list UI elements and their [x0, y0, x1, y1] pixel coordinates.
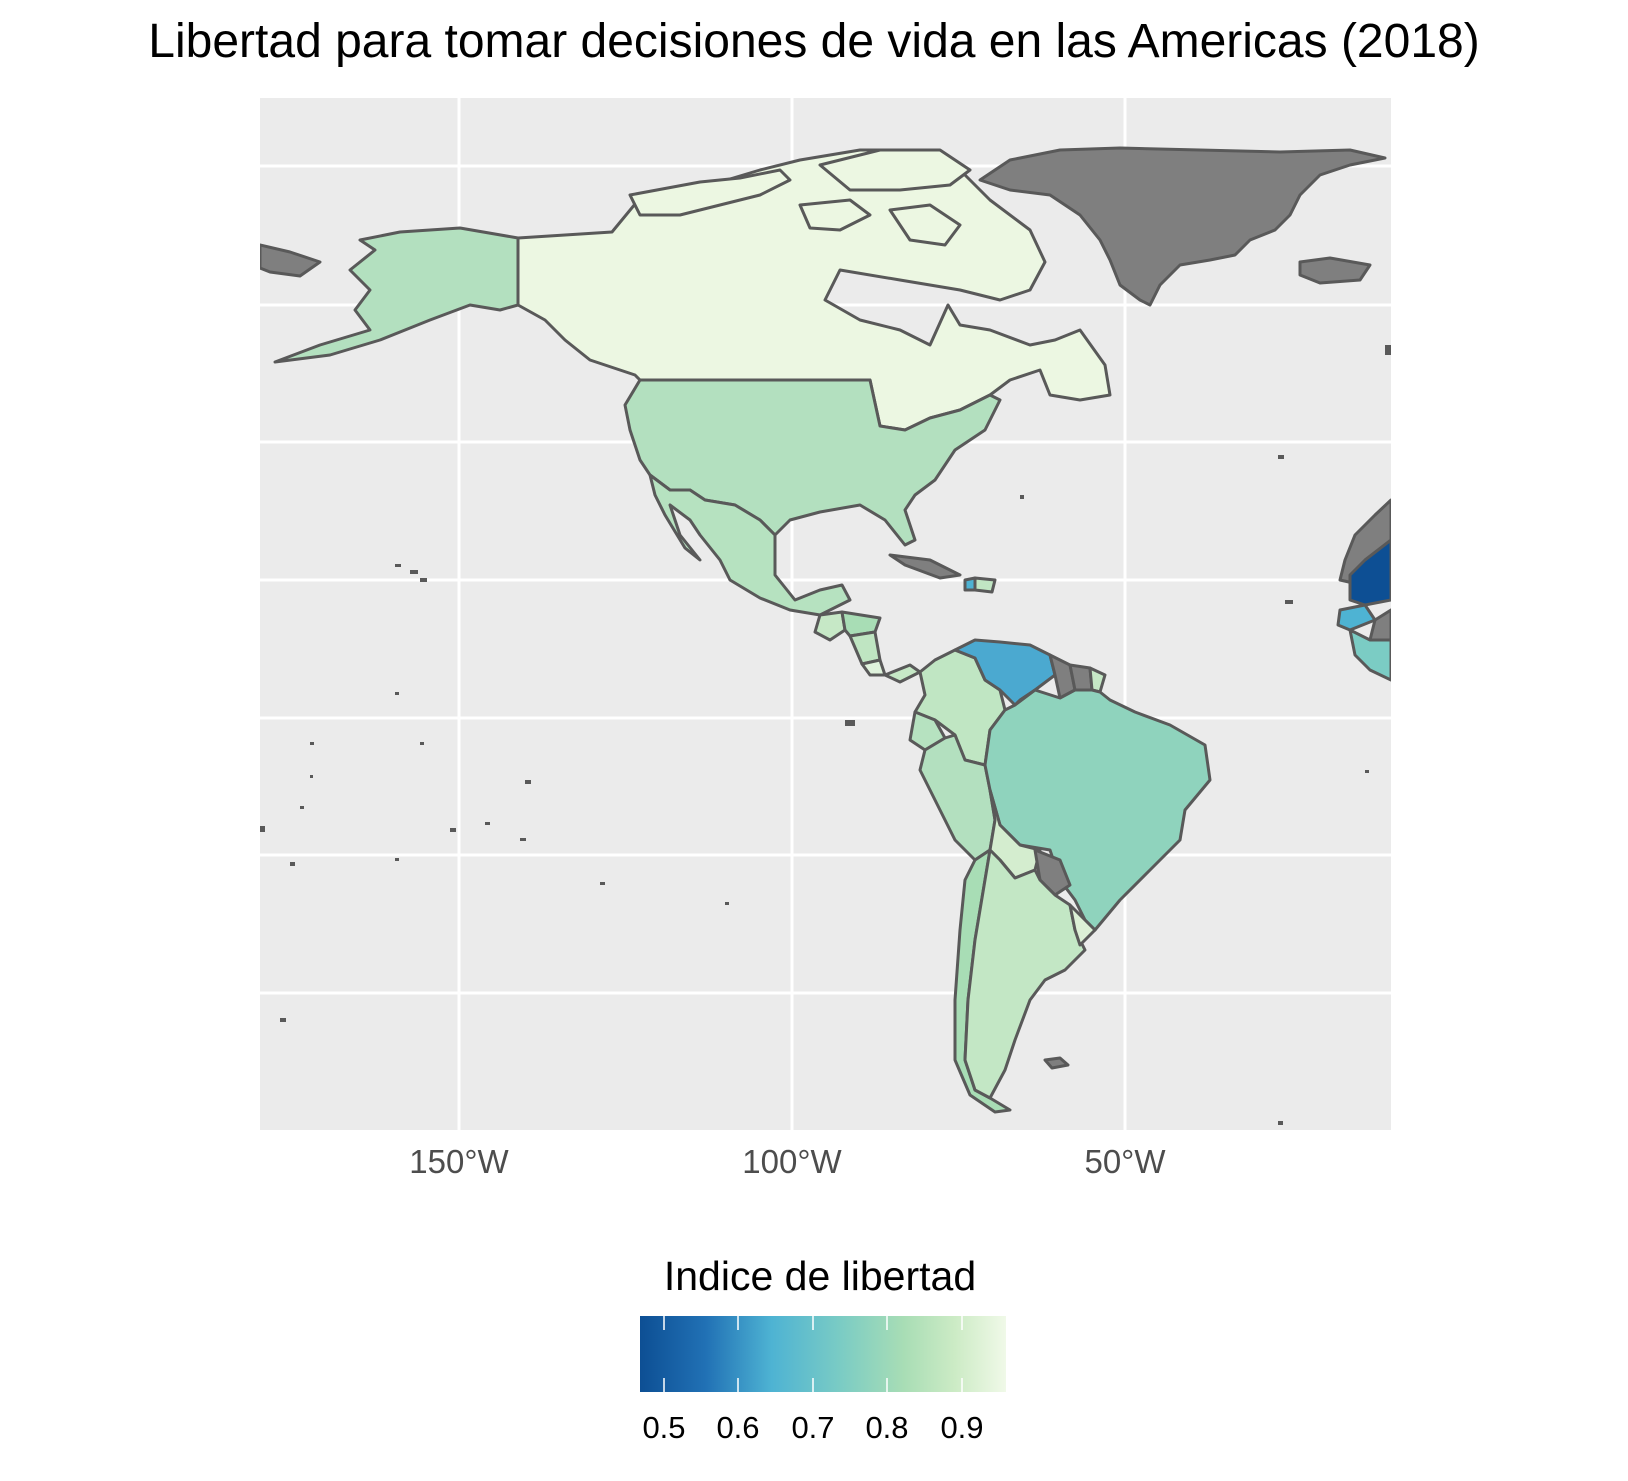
legend-tick-label: 0.5 — [642, 1410, 686, 1445]
legend-gradient — [640, 1316, 1006, 1392]
legend-tick-label: 0.9 — [940, 1410, 984, 1445]
country-canada-islands — [798, 198, 872, 232]
x-tick-label: 150°W — [409, 1143, 509, 1180]
country-argentina — [963, 848, 1087, 1100]
country-dominican-republic — [973, 576, 997, 594]
country-uruguay — [1068, 903, 1097, 947]
country-guinea — [1348, 628, 1391, 682]
region-africa-coast — [1368, 608, 1391, 642]
region-iceland — [1298, 256, 1372, 285]
legend-colorbar — [640, 1316, 1006, 1392]
legend-tick-label: 0.8 — [865, 1410, 909, 1445]
legend-tick-label: 0.6 — [716, 1410, 760, 1445]
x-tick-label: 100°W — [742, 1143, 842, 1180]
country-canada-islands — [818, 148, 972, 192]
legend-tick-label: 0.7 — [791, 1410, 835, 1445]
chart-title: Libertad para tomar decisiones de vida e… — [148, 15, 1480, 68]
region-chukotka — [260, 243, 322, 278]
region-falklands — [1043, 1056, 1070, 1070]
country-greenland — [978, 146, 1387, 307]
country-guatemala — [813, 610, 847, 642]
country-senegal — [1336, 603, 1377, 632]
legend-title: Indice de libertad — [663, 1253, 977, 1299]
country-canada-islands — [888, 203, 962, 247]
country-alaska — [273, 226, 520, 364]
country-cuba — [888, 553, 962, 580]
pacific-islands — [260, 345, 1391, 1125]
country-canada-islands — [628, 168, 792, 217]
legend-tick-marks — [663, 1316, 963, 1392]
country-mauritania — [1348, 538, 1391, 607]
x-tick-label: 50°W — [1084, 1143, 1166, 1180]
